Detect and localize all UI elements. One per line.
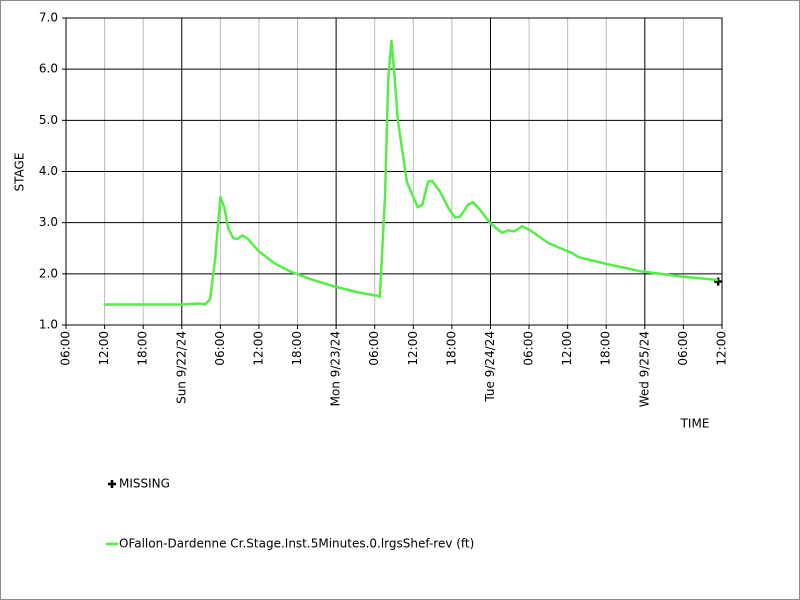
x-tick-label: 18:00 — [136, 331, 150, 366]
x-tick-label: 06:00 — [367, 331, 381, 366]
y-tick-label: 4.0 — [39, 164, 58, 178]
x-tick-label: 18:00 — [290, 331, 304, 366]
legend-marker — [108, 480, 116, 488]
x-tick-label: 06:00 — [522, 331, 536, 366]
y-tick-label: 3.0 — [39, 215, 58, 229]
x-tick-label: Wed 9/25/24 — [637, 331, 651, 407]
x-tick-label: 06:00 — [59, 331, 73, 366]
x-tick-label: Tue 9/24/24 — [483, 331, 497, 403]
x-tick-label: 06:00 — [676, 331, 690, 366]
x-tick-label: 18:00 — [444, 331, 458, 366]
x-tick-label: 12:00 — [406, 331, 420, 366]
plot-border — [65, 17, 723, 326]
y-tick-label: 5.0 — [39, 113, 58, 127]
y-axis-title: STAGE — [13, 153, 27, 192]
x-tick-label: 12:00 — [560, 331, 574, 366]
y-tick-label: 7.0 — [39, 11, 58, 25]
x-tick-label: Sun 9/22/24 — [174, 331, 188, 404]
legend-label: MISSING — [119, 477, 170, 491]
y-tick-label: 2.0 — [39, 266, 58, 280]
y-tick-label: 1.0 — [39, 318, 58, 332]
x-tick-label: 12:00 — [715, 331, 729, 366]
x-tick-label: 12:00 — [97, 331, 111, 366]
series-line — [104, 39, 719, 306]
y-tick-label: 6.0 — [39, 62, 58, 76]
x-tick-label: 18:00 — [599, 331, 613, 366]
x-tick-label: 06:00 — [213, 331, 227, 366]
x-tick-label: Mon 9/23/24 — [329, 331, 343, 406]
legend-label: OFallon-Dardenne Cr.Stage.Inst.5Minutes.… — [119, 537, 474, 551]
x-axis-title: TIME — [680, 417, 710, 431]
x-tick-label: 12:00 — [251, 331, 265, 366]
